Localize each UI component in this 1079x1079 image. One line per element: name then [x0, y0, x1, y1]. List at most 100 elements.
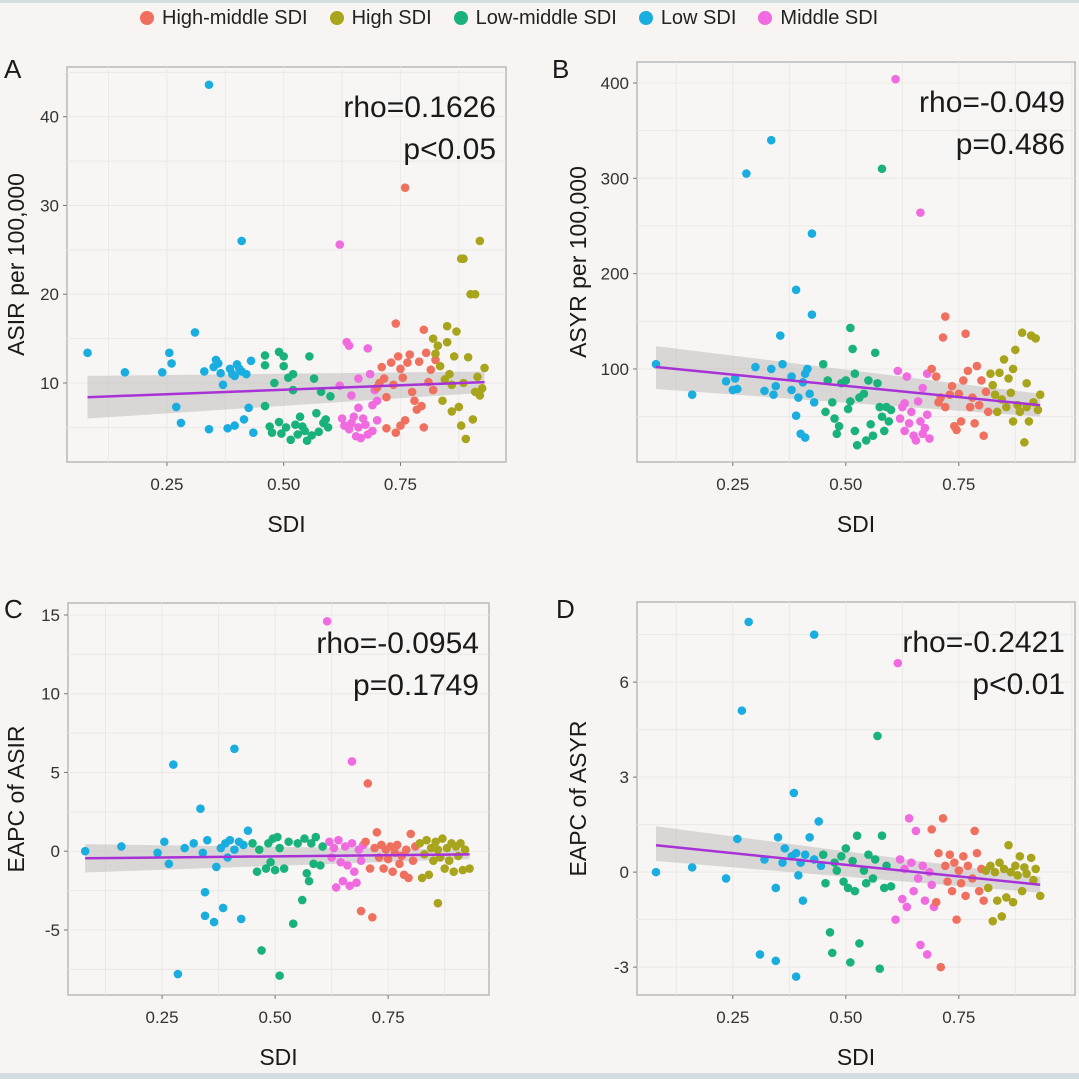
data-point — [850, 886, 860, 896]
series-high-middle-sdi — [372, 183, 440, 438]
data-point — [916, 417, 925, 426]
data-point — [999, 355, 1009, 364]
data-point — [244, 403, 253, 413]
data-point — [395, 859, 404, 869]
data-point — [363, 779, 373, 788]
data-point — [368, 426, 377, 436]
data-point — [916, 940, 925, 950]
data-point — [1011, 861, 1020, 871]
y-tick-label: 200 — [601, 265, 629, 284]
data-point — [805, 832, 814, 842]
data-point — [1008, 897, 1018, 907]
data-point — [414, 357, 424, 366]
data-point — [963, 861, 973, 871]
data-point — [1035, 390, 1045, 399]
data-point — [345, 881, 355, 891]
data-point — [909, 886, 918, 896]
data-point — [922, 950, 932, 959]
data-point — [176, 418, 186, 428]
data-point — [868, 874, 878, 883]
data-point — [1017, 328, 1027, 338]
data-point — [383, 854, 393, 864]
data-point — [952, 425, 961, 435]
data-point — [687, 863, 697, 872]
data-point — [940, 402, 950, 412]
data-point — [902, 372, 912, 381]
data-point — [809, 630, 819, 639]
data-point — [442, 337, 452, 347]
y-tick-label: 6 — [620, 673, 629, 692]
data-point — [651, 867, 661, 877]
data-point — [769, 390, 778, 399]
data-point — [868, 431, 878, 440]
data-point — [751, 362, 760, 372]
data-point — [775, 331, 785, 340]
data-point — [891, 915, 900, 924]
data-point — [861, 878, 871, 888]
x-tick-label: 0.75 — [942, 1008, 975, 1027]
data-point — [365, 864, 375, 873]
data-point — [800, 369, 810, 379]
data-point — [956, 417, 966, 426]
data-point — [117, 842, 126, 851]
data-point — [938, 333, 948, 342]
y-axis-title: ASIR per 100,000 — [3, 173, 29, 356]
data-point — [990, 867, 1000, 877]
data-point — [329, 843, 339, 853]
data-point — [1008, 364, 1018, 374]
x-axis-title: SDI — [267, 511, 305, 537]
legend-marker-icon — [329, 11, 344, 25]
series-high-middle-sdi — [927, 312, 993, 440]
page-top-border — [0, 0, 1079, 3]
data-point — [300, 426, 310, 436]
series-low-sdi — [83, 80, 258, 438]
data-point — [997, 912, 1007, 921]
data-point — [974, 886, 984, 896]
data-point — [861, 436, 871, 445]
data-point — [164, 859, 174, 869]
data-point — [848, 856, 857, 866]
series-low-middle-sdi — [248, 832, 327, 980]
data-point — [354, 374, 363, 383]
data-point — [818, 359, 828, 369]
panel-letter: C — [4, 594, 23, 624]
data-point — [242, 369, 251, 379]
data-point — [961, 329, 970, 338]
x-tick-label: 0.25 — [150, 475, 183, 494]
fit-line — [655, 843, 1041, 887]
data-point — [981, 387, 991, 397]
data-point — [415, 839, 425, 848]
data-point — [904, 418, 914, 428]
data-point — [780, 844, 790, 853]
data-point — [252, 867, 262, 876]
data-point — [275, 971, 284, 980]
data-point — [1024, 417, 1034, 426]
data-point — [354, 403, 363, 413]
data-point — [834, 421, 844, 431]
data-point — [911, 826, 921, 836]
data-point — [167, 359, 176, 368]
data-point — [400, 415, 410, 425]
data-point — [225, 364, 235, 374]
x-tick-label: 0.50 — [259, 1008, 292, 1027]
data-point — [733, 384, 742, 394]
data-point — [1029, 875, 1038, 885]
data-point — [821, 407, 830, 417]
y-tick-label: -3 — [614, 958, 629, 977]
data-point — [744, 617, 753, 627]
data-point — [356, 433, 366, 443]
data-point — [791, 411, 801, 420]
data-point — [798, 896, 808, 905]
data-point — [940, 861, 950, 871]
data-point — [286, 435, 296, 445]
data-point — [157, 368, 167, 377]
y-tick-label: 30 — [40, 196, 59, 215]
data-point — [818, 850, 828, 860]
data-point — [279, 864, 289, 873]
data-point — [307, 431, 317, 440]
data-point — [293, 839, 303, 848]
panel-b: 0.25 0.50 0.75 100 200 300 400 SDI ASYR per 100,… — [552, 54, 1076, 537]
data-point — [913, 874, 923, 883]
data-point — [379, 864, 388, 873]
data-point — [807, 229, 817, 238]
